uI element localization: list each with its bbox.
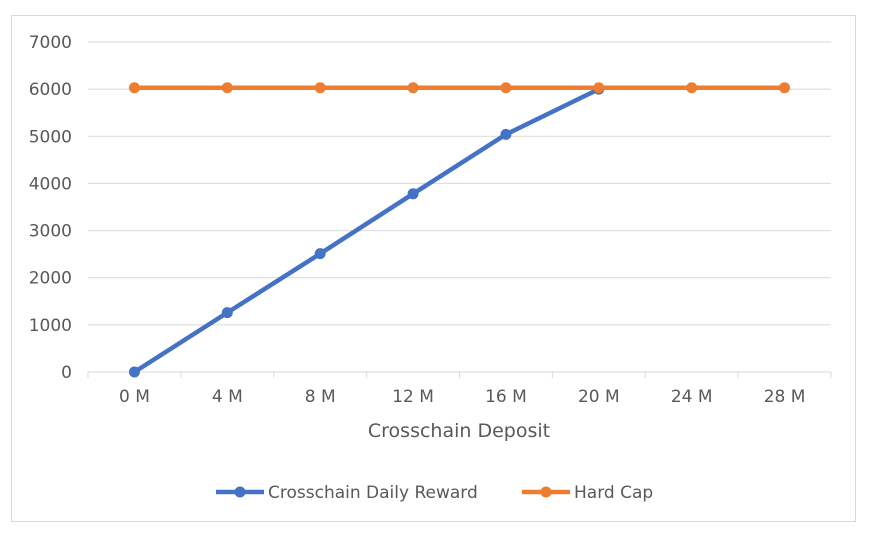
x-axis-tick-labels: 0 M 4 M 8 M 12 M 16 M 20 M 24 M 28 M: [119, 387, 805, 407]
series-hard-cap: [128, 82, 791, 94]
data-point: [593, 82, 605, 94]
series-line: [132, 86, 602, 375]
data-point: [407, 82, 419, 94]
data-point: [500, 82, 512, 94]
data-point: [314, 248, 326, 260]
legend-swatch-marker: [234, 486, 246, 498]
x-tick-label: 24 M: [671, 387, 713, 407]
x-axis: [87, 371, 832, 378]
y-tick-label: 3000: [29, 222, 72, 242]
data-point: [686, 82, 698, 94]
legend-swatch-marker: [540, 486, 552, 498]
legend-label: Crosschain Daily Reward: [268, 483, 478, 503]
x-tick-label: 20 M: [578, 387, 620, 407]
y-tick-label: 2000: [29, 269, 72, 289]
y-axis-tick-labels: 0 1000 2000 3000 4000 5000 6000 7000: [29, 33, 72, 383]
data-point: [500, 128, 512, 140]
y-tick-label: 7000: [29, 33, 72, 53]
legend: Crosschain Daily Reward Hard Cap: [216, 483, 653, 503]
legend-label: Hard Cap: [574, 483, 653, 503]
y-tick-label: 4000: [29, 174, 72, 194]
data-point: [779, 82, 791, 94]
data-point: [221, 82, 233, 94]
data-point: [221, 307, 233, 319]
legend-item: Crosschain Daily Reward: [216, 483, 478, 503]
x-tick-label: 12 M: [392, 387, 434, 407]
data-point: [128, 82, 140, 94]
series-crosschain-daily-reward: [128, 83, 605, 378]
series-group: [128, 82, 791, 378]
data-point: [314, 82, 326, 94]
x-axis-title: Crosschain Deposit: [368, 420, 550, 442]
x-tick-label: 8 M: [305, 387, 336, 407]
gridlines: [88, 41, 831, 326]
y-tick-label: 1000: [29, 316, 72, 336]
x-tick-label: 0 M: [119, 387, 150, 407]
y-tick-label: 0: [61, 363, 72, 383]
x-tick-label: 4 M: [212, 387, 243, 407]
data-point: [407, 188, 419, 200]
y-tick-label: 6000: [29, 80, 72, 100]
data-point: [128, 366, 140, 378]
x-tick-label: 16 M: [485, 387, 527, 407]
x-tick-label: 28 M: [764, 387, 806, 407]
chart-frame: [11, 15, 856, 522]
y-tick-label: 5000: [29, 127, 72, 147]
legend-item: Hard Cap: [522, 483, 653, 503]
